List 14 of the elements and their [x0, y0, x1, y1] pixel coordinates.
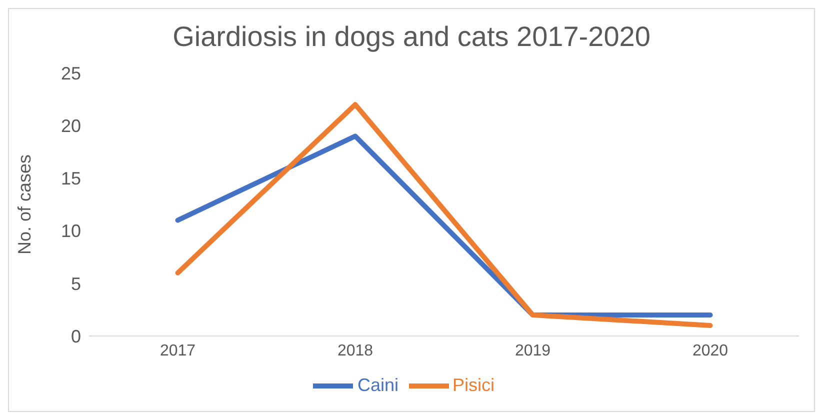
legend-label: Caini: [357, 374, 398, 395]
x-tick-label: 2017: [160, 342, 196, 360]
y-tick-label: 15: [60, 168, 81, 189]
y-tick-label: 0: [70, 326, 81, 346]
x-tick-label: 2018: [337, 342, 374, 360]
chart-title: Giardiosis in dogs and cats 2017-2020: [172, 21, 652, 54]
y-tick-label: 10: [60, 221, 81, 242]
y-axis-title: No. of cases: [14, 154, 34, 255]
y-tick-label: 5: [70, 274, 81, 294]
legend-label: Pisici: [452, 374, 495, 395]
y-tick-label: 20: [60, 116, 81, 136]
x-tick-label: 2019: [514, 342, 551, 360]
x-tick-label: 2020: [692, 342, 728, 360]
y-tick-label: 25: [60, 63, 81, 84]
